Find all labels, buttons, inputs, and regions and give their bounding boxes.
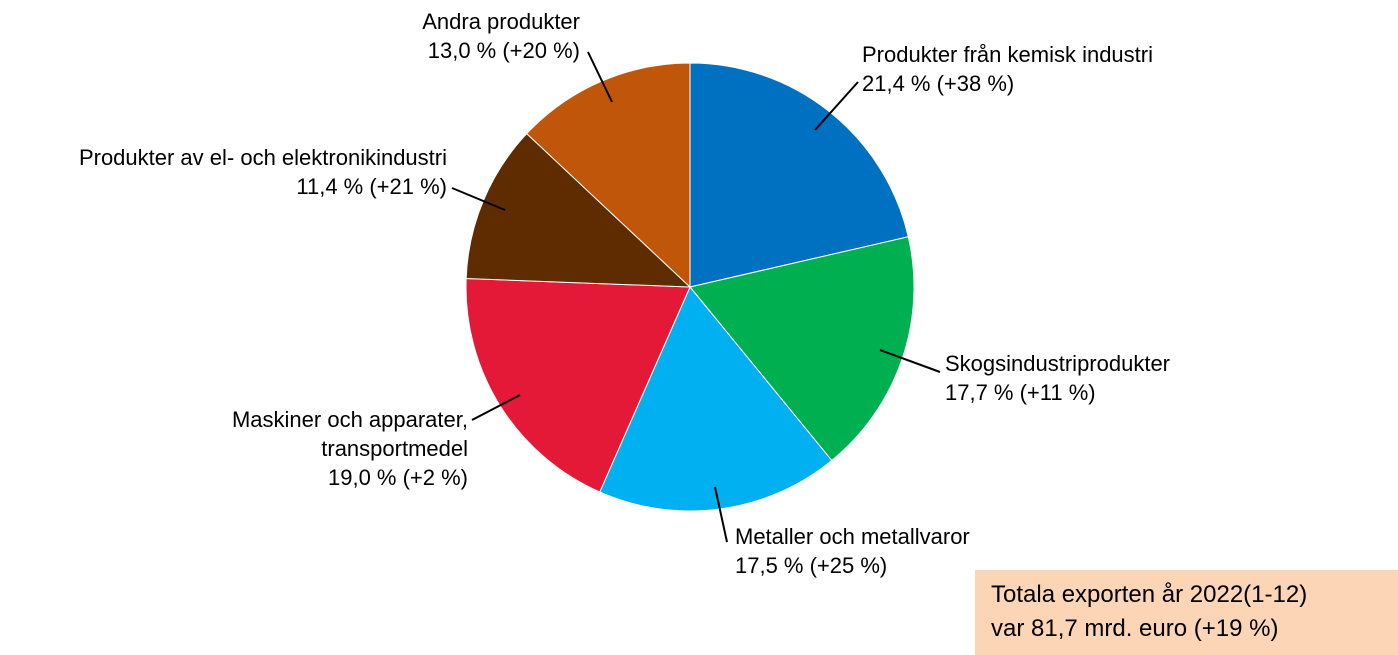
slice-label: Produkter av el- och elektronikindustri 1… [79,143,447,201]
leader-line [451,187,506,211]
pie-slice [689,62,909,288]
slice-label: Andra produkter 13,0 % (+20 %) [422,7,580,65]
leader-line [587,51,613,103]
slice-value: 21,4 % (+38 %) [862,71,1015,96]
slice-value: 17,5 % (+25 %) [735,553,888,578]
slice-label: Produkter från kemisk industri 21,4 % (+3… [862,40,1153,98]
slice-label: Maskiner och apparater, transportmedel 19… [178,405,468,492]
slice-name: Andra produkter [422,9,580,34]
slice-value: 17,7 % (+11 %) [945,380,1096,405]
slice-label: Metaller och metallvaror 17,5 % (+25 %) [735,522,970,580]
pie-slice [689,236,915,462]
leader-line [471,394,521,421]
slice-value: 13,0 % (+20 %) [427,38,580,63]
leader-line [879,349,941,373]
slice-label: Skogsindustriprodukter 17,7 % (+11 %) [945,349,1170,407]
leader-line [814,81,859,131]
slice-value: 11,4 % (+21 %) [296,174,447,199]
slice-name: Maskiner och apparater, transportmedel [231,407,468,461]
slice-name: Produkter från kemisk industri [862,42,1153,67]
slice-name: Skogsindustriprodukter [945,351,1171,376]
annotation-line: Totala exporten år 2022(1-12) [991,581,1308,608]
slice-name: Metaller och metallvaror [735,524,970,549]
slice-value: 19,0 % (+2 %) [327,465,468,490]
annotation-line: var 81,7 mrd. euro (+19 %) [991,615,1279,642]
slice-name: Produkter av el- och elektronikindustri [78,145,447,170]
annotation-box: Totala exporten år 2022(1-12) var 81,7 m… [975,570,1398,655]
leader-line [714,486,728,543]
